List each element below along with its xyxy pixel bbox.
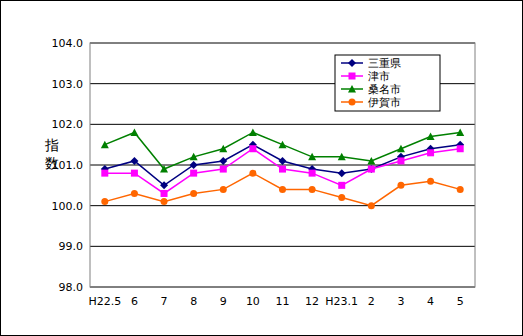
legend-marker bbox=[348, 59, 356, 67]
legend-label: 津市 bbox=[368, 70, 390, 83]
point bbox=[456, 128, 464, 136]
point bbox=[249, 145, 256, 152]
x-tick-label: 11 bbox=[276, 295, 290, 308]
x-tick-label: 10 bbox=[246, 295, 260, 308]
point bbox=[219, 157, 227, 165]
y-axis-label-char: 数 bbox=[45, 155, 59, 171]
plot-frame bbox=[90, 43, 475, 287]
point bbox=[368, 166, 375, 173]
point bbox=[427, 149, 434, 156]
point bbox=[457, 186, 464, 193]
y-tick-label: 99.0 bbox=[59, 240, 84, 253]
point bbox=[131, 190, 138, 197]
point bbox=[397, 145, 405, 153]
point bbox=[219, 145, 227, 153]
point bbox=[220, 166, 227, 173]
point bbox=[338, 169, 346, 177]
grid-line bbox=[90, 205, 475, 206]
point bbox=[130, 157, 138, 165]
x-tick-label: 8 bbox=[190, 295, 197, 308]
y-tick-label: 104.0 bbox=[52, 37, 84, 50]
point bbox=[101, 170, 108, 177]
x-tick-label: 5 bbox=[457, 295, 464, 308]
point bbox=[190, 170, 197, 177]
legend-marker bbox=[348, 85, 356, 93]
series-line bbox=[105, 173, 460, 206]
point bbox=[338, 182, 345, 189]
point bbox=[338, 194, 345, 201]
point bbox=[279, 166, 286, 173]
point bbox=[190, 190, 197, 197]
y-axis-label-char: 指 bbox=[44, 137, 59, 153]
chart: 98.099.0100.0101.0102.0103.0104.0H22.567… bbox=[0, 0, 523, 336]
x-tick-label: H23.1 bbox=[325, 295, 358, 308]
y-tick-label: 98.0 bbox=[59, 281, 84, 294]
point bbox=[309, 170, 316, 177]
y-tick-label: 102.0 bbox=[52, 118, 84, 131]
point bbox=[190, 161, 198, 169]
point bbox=[131, 170, 138, 177]
point bbox=[367, 165, 375, 173]
point bbox=[279, 141, 287, 149]
point bbox=[160, 165, 168, 173]
series-line bbox=[105, 132, 460, 169]
series-line bbox=[105, 149, 460, 194]
y-tick-label: 100.0 bbox=[52, 200, 84, 213]
series-line bbox=[105, 145, 460, 186]
point bbox=[308, 153, 316, 161]
legend-label: 桑名市 bbox=[368, 83, 401, 96]
legend-label: 三重県 bbox=[368, 57, 401, 70]
point bbox=[367, 157, 375, 165]
y-axis-label: 指数 bbox=[44, 137, 59, 171]
point bbox=[397, 182, 404, 189]
x-tick-label: 12 bbox=[305, 295, 319, 308]
legend-box bbox=[335, 55, 440, 111]
legend-marker bbox=[349, 73, 356, 80]
x-tick-label: 7 bbox=[161, 295, 168, 308]
point bbox=[457, 145, 464, 152]
point bbox=[249, 128, 257, 136]
x-tick-label: 3 bbox=[397, 295, 404, 308]
grid-line bbox=[90, 246, 475, 247]
point bbox=[279, 157, 287, 165]
data-group bbox=[101, 128, 464, 209]
point bbox=[161, 198, 168, 205]
point bbox=[101, 198, 108, 205]
point bbox=[101, 141, 109, 149]
point bbox=[309, 186, 316, 193]
outer-frame bbox=[1, 1, 523, 336]
point bbox=[427, 178, 434, 185]
point bbox=[397, 157, 404, 164]
x-tick-label: 9 bbox=[220, 295, 227, 308]
legend-marker bbox=[349, 99, 356, 106]
point bbox=[338, 153, 346, 161]
point bbox=[160, 181, 168, 189]
y-tick-label: 103.0 bbox=[52, 78, 84, 91]
grid-line bbox=[90, 124, 475, 125]
x-tick-label: 4 bbox=[427, 295, 434, 308]
x-tick-label: 6 bbox=[131, 295, 138, 308]
point bbox=[190, 153, 198, 161]
point bbox=[249, 170, 256, 177]
point bbox=[220, 186, 227, 193]
legend-label: 伊賀市 bbox=[368, 96, 401, 109]
point bbox=[161, 190, 168, 197]
x-tick-label: H22.5 bbox=[88, 295, 121, 308]
point bbox=[130, 128, 138, 136]
point bbox=[279, 186, 286, 193]
point bbox=[427, 133, 435, 141]
x-tick-label: 2 bbox=[368, 295, 375, 308]
point bbox=[368, 202, 375, 209]
